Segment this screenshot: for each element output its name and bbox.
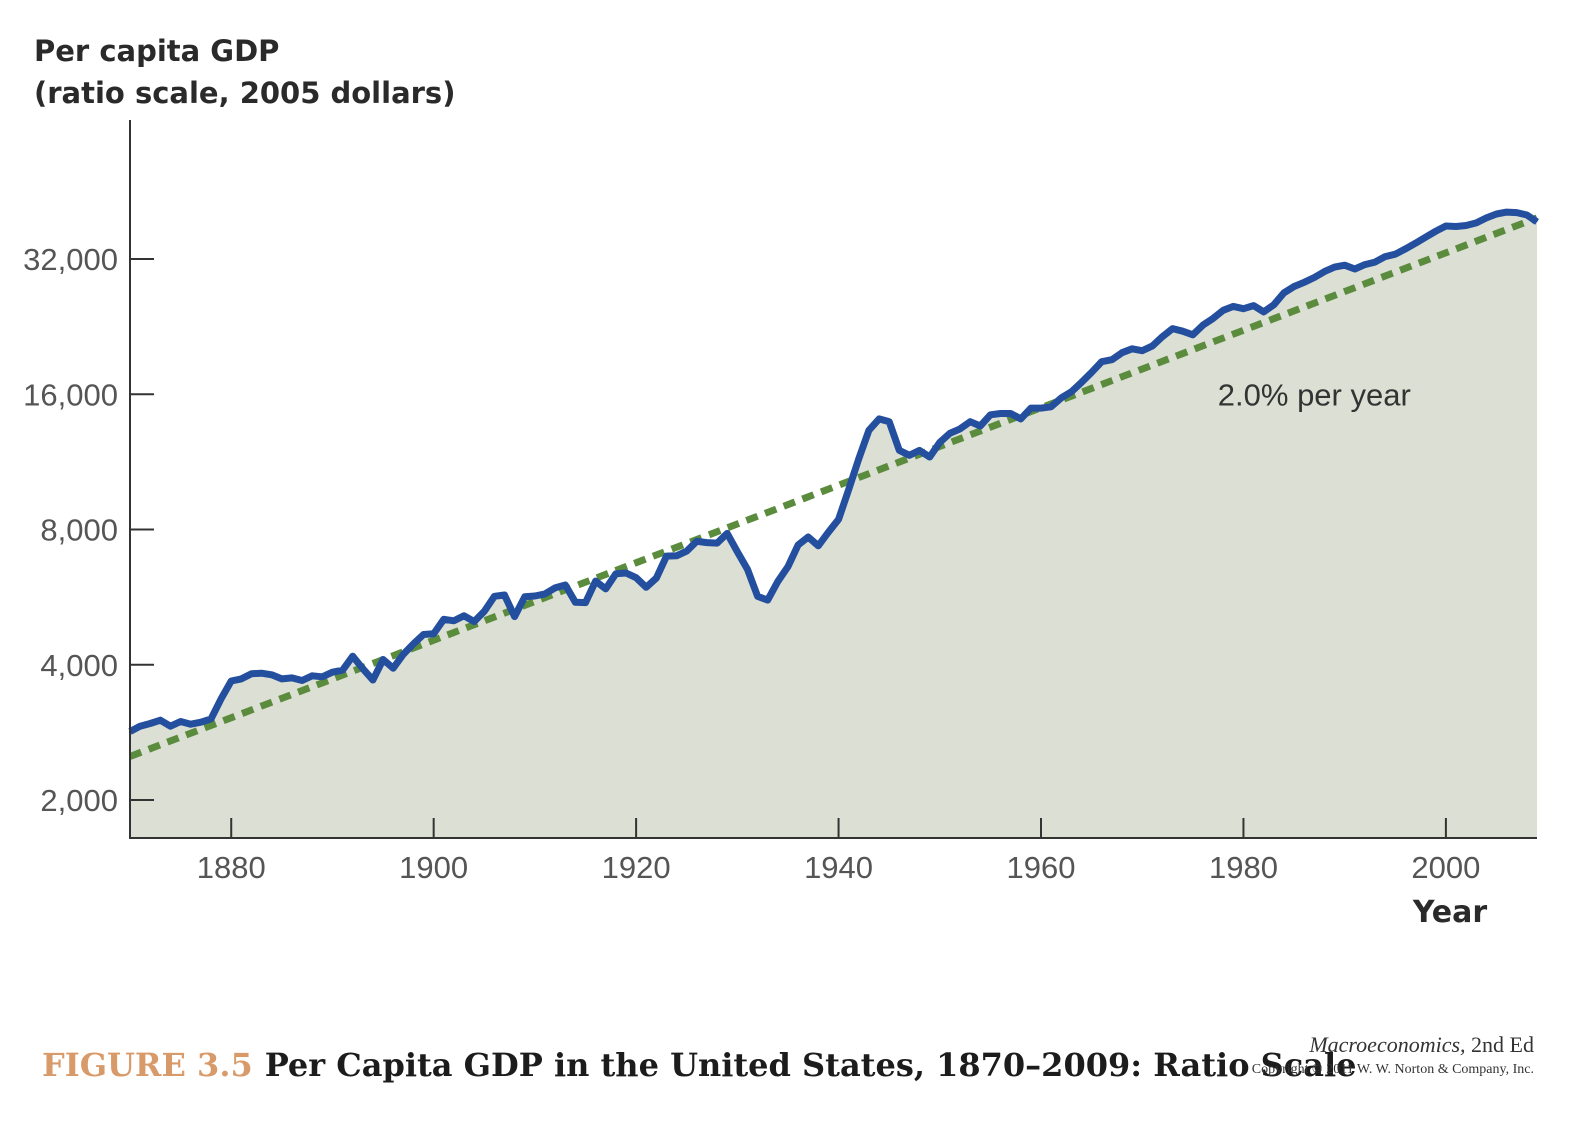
- figure-title: Per Capita GDP in the United States, 187…: [264, 1046, 1357, 1084]
- x-tick-label: 2000: [1411, 850, 1480, 885]
- x-tick-label: 1980: [1209, 850, 1278, 885]
- book-credit: Macroeconomics, 2nd Ed: [1252, 1032, 1534, 1058]
- book-title: Macroeconomics,: [1309, 1032, 1466, 1057]
- x-tick-label: 1940: [804, 850, 873, 885]
- x-axis-title: Year: [1412, 895, 1488, 930]
- figure-number: FIGURE 3.5: [42, 1046, 253, 1084]
- trend-annotation: 2.0% per year: [1218, 377, 1411, 412]
- annotations: 2.0% per year: [1218, 377, 1411, 412]
- y-axis-title-line-1: Per capita GDP: [34, 34, 280, 68]
- x-tick-label: 1960: [1007, 850, 1076, 885]
- y-tick-label: 4,000: [40, 648, 118, 683]
- copyright: Copyright © 2011 W. W. Norton & Company,…: [1251, 1062, 1534, 1077]
- gdp-chart: 2,000 4,000 8,000 16,000 32,000 1880 1900 1920…: [23, 120, 1539, 930]
- x-ticks: 1880 1900 1920 1940 1960 1980 2000: [197, 818, 1480, 885]
- y-tick-label: 16,000: [23, 377, 118, 412]
- book-edition: 2nd Ed: [1471, 1032, 1534, 1057]
- y-tick-label: 2,000: [40, 783, 118, 818]
- y-tick-label: 8,000: [40, 513, 118, 548]
- y-axis-title: Per capita GDP (ratio scale, 2005 dollar…: [34, 30, 455, 114]
- y-axis-title-line-2: (ratio scale, 2005 dollars): [34, 76, 456, 110]
- x-tick-label: 1900: [399, 850, 468, 885]
- y-tick-label: 32,000: [23, 242, 118, 277]
- area-fill: [130, 212, 1537, 839]
- gdp-line: [128, 208, 1539, 735]
- source-credit: Macroeconomics, 2nd Ed Copyright © 2011 …: [1252, 1032, 1534, 1078]
- x-tick-label: 1920: [602, 850, 671, 885]
- x-tick-label: 1880: [197, 850, 266, 885]
- y-ticks: 2,000 4,000 8,000 16,000 32,000: [23, 242, 154, 818]
- figure-caption: FIGURE 3.5 Per Capita GDP in the United S…: [42, 1046, 1357, 1084]
